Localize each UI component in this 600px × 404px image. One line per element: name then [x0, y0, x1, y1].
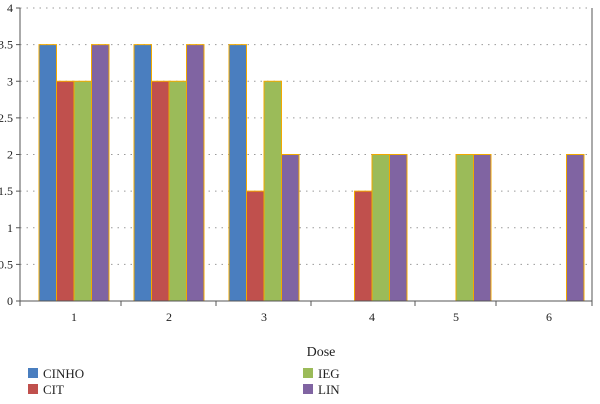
legend-label-lin: LIN	[318, 382, 340, 397]
legend-swatch-cinho	[28, 368, 38, 378]
x-tick-label: 2	[166, 310, 172, 324]
bar-cit-4	[354, 190, 373, 302]
bar-cit-1	[56, 80, 75, 302]
y-tick-label: 2	[7, 148, 13, 162]
bar-ieg-2	[168, 80, 187, 302]
y-tick-label: 2.5	[0, 111, 13, 125]
y-tick-label: 3.5	[0, 38, 13, 52]
bar-lin-6	[566, 154, 585, 302]
bar-lin-3	[281, 154, 300, 302]
y-tick-label: 0	[7, 294, 13, 308]
y-tick-label: 0.5	[0, 257, 13, 271]
bar-lin-1	[91, 44, 110, 302]
bar-lin-2	[186, 44, 205, 302]
x-tick-labels: 1 2 3 4 5 6	[71, 310, 552, 324]
x-tick-label: 4	[369, 310, 375, 324]
axes	[16, 7, 593, 306]
x-tick-label: 6	[546, 310, 552, 324]
bar-cinho-2	[133, 44, 152, 302]
legend-swatch-lin	[303, 384, 313, 394]
y-tick-label: 3	[7, 74, 13, 88]
bar-ieg-1	[73, 80, 92, 302]
y-tick-labels: 0 0.5 1 1.5 2 2.5 3 3.5 4	[0, 1, 13, 308]
x-tick-label: 3	[261, 310, 267, 324]
legend-swatch-ieg	[303, 368, 313, 378]
bar-lin-4	[389, 154, 408, 302]
bar-cit-2	[151, 80, 170, 302]
bars	[38, 44, 585, 302]
y-tick-label: 1	[7, 221, 13, 235]
x-tick-label: 1	[71, 310, 77, 324]
y-tick-label: 4	[7, 1, 13, 15]
bar-cinho-1	[38, 44, 57, 302]
legend-label-cit: CIT	[43, 382, 64, 397]
x-axis-title: Dose	[307, 345, 336, 360]
legend-swatch-cit	[28, 384, 38, 394]
bar-lin-5	[473, 154, 492, 302]
bar-ieg-5	[455, 154, 474, 302]
y-tick-label: 1.5	[0, 184, 13, 198]
bar-ieg-3	[263, 80, 282, 302]
bar-cinho-3	[228, 44, 247, 302]
bar-cit-3	[246, 190, 265, 302]
bar-ieg-4	[371, 154, 390, 302]
legend-label-ieg: IEG	[318, 366, 340, 381]
grid-lines	[20, 7, 592, 265]
legend-label-cinho: CINHO	[43, 366, 84, 381]
x-tick-label: 5	[453, 310, 459, 324]
